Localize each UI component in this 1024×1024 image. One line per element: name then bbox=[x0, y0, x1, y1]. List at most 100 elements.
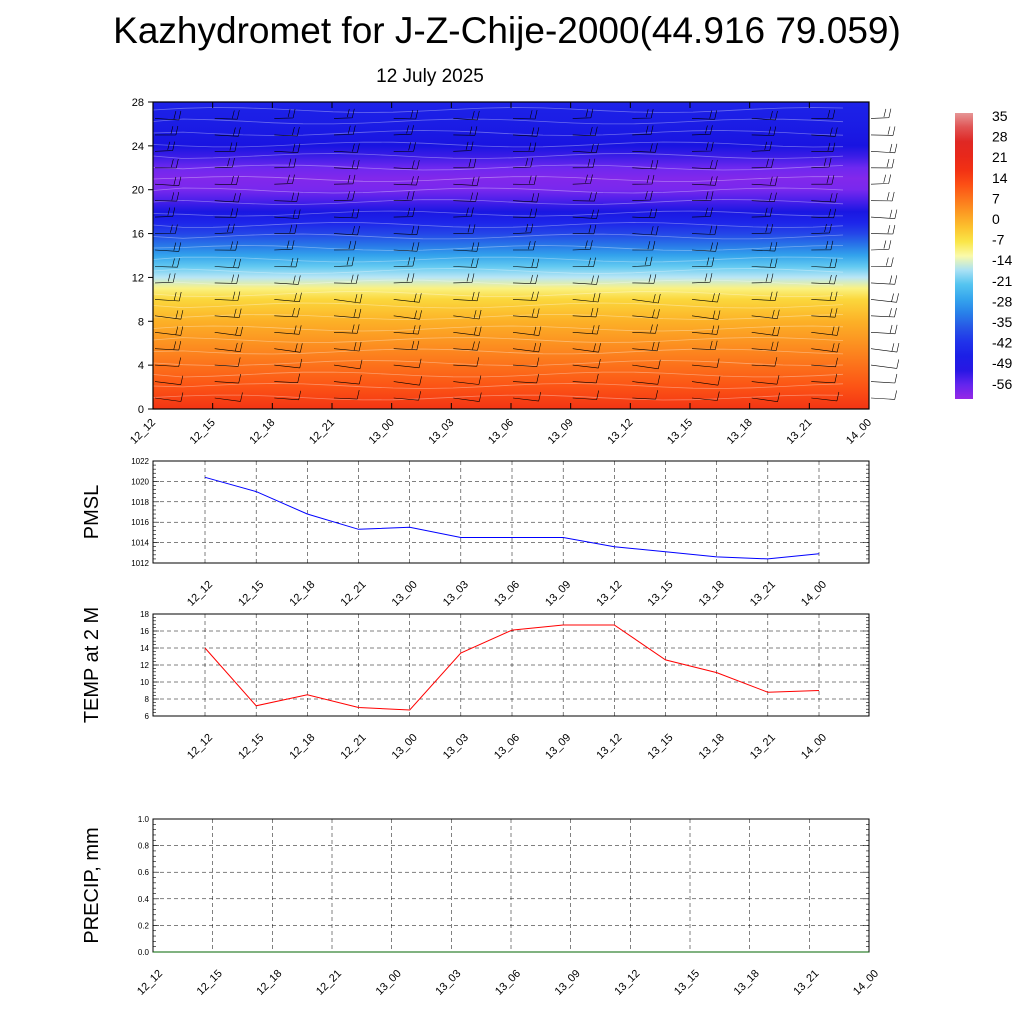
temperature-contour bbox=[152, 325, 844, 332]
wind-barb bbox=[751, 341, 779, 351]
x-tick-label: 14_00 bbox=[799, 579, 829, 609]
wind-barb bbox=[632, 159, 659, 170]
wind-barbs bbox=[154, 108, 900, 402]
wind-barb bbox=[274, 126, 300, 137]
colorbar-label: 21 bbox=[992, 149, 1008, 165]
wind-barb bbox=[811, 208, 836, 219]
wind-barb bbox=[870, 143, 898, 154]
x-tick-label: 13_21 bbox=[791, 968, 821, 998]
y-tick-label: 12 bbox=[132, 272, 144, 284]
wind-barb bbox=[572, 126, 598, 136]
wind-barb bbox=[870, 373, 898, 384]
series-line bbox=[204, 624, 820, 711]
wind-barb bbox=[632, 190, 653, 201]
wind-barb bbox=[453, 392, 482, 402]
x-tick-label: 14_00 bbox=[799, 732, 829, 762]
wind-barb bbox=[214, 357, 241, 367]
wind-barb bbox=[572, 224, 597, 235]
y-tick-label: 16 bbox=[132, 229, 144, 241]
y-tick-label: 4 bbox=[138, 360, 144, 372]
wind-barb bbox=[751, 326, 780, 337]
wind-barb bbox=[393, 242, 420, 252]
wind-barb bbox=[214, 175, 239, 185]
wind-barb bbox=[333, 390, 360, 400]
series-line bbox=[204, 476, 820, 560]
x-tick-label: 12_15 bbox=[236, 732, 266, 762]
wind-barb bbox=[393, 340, 420, 351]
wind-barb bbox=[333, 159, 360, 170]
wind-barb bbox=[572, 108, 594, 119]
wind-barb bbox=[632, 225, 659, 236]
wind-barb bbox=[333, 324, 360, 334]
wind-barb bbox=[751, 375, 780, 385]
x-tick-label: 13_18 bbox=[732, 968, 762, 998]
wind-barb bbox=[512, 175, 537, 185]
wind-barb bbox=[154, 141, 175, 152]
colorbar-label: 35 bbox=[992, 108, 1008, 124]
wind-barb bbox=[870, 224, 896, 235]
temperature-contour bbox=[152, 279, 844, 286]
x-tick-label: 12_15 bbox=[188, 417, 218, 447]
wind-barb bbox=[691, 141, 714, 152]
x-tick-label: 12_12 bbox=[128, 417, 158, 447]
wind-barb bbox=[572, 307, 599, 318]
wind-barb bbox=[274, 373, 300, 383]
wind-barb bbox=[870, 359, 900, 369]
temperature-contour bbox=[152, 360, 844, 366]
wind-barb bbox=[870, 275, 898, 285]
wind-barb bbox=[512, 208, 538, 218]
wind-barb bbox=[870, 390, 897, 400]
wind-barb bbox=[453, 375, 482, 385]
wind-barb bbox=[274, 108, 296, 119]
wind-barb bbox=[512, 357, 540, 367]
wind-barb bbox=[572, 257, 596, 267]
wind-barb bbox=[632, 108, 654, 119]
wind-barb bbox=[154, 224, 178, 234]
wind-barb bbox=[214, 258, 241, 269]
wind-barb bbox=[453, 291, 480, 302]
wind-barb bbox=[632, 240, 656, 251]
wind-barb bbox=[154, 242, 182, 252]
wind-barb bbox=[811, 258, 838, 268]
chart-date: 12 July 2025 bbox=[376, 66, 484, 87]
wind-barb bbox=[870, 158, 895, 169]
wind-barb bbox=[572, 275, 599, 285]
y-tick-label: 20 bbox=[132, 185, 144, 197]
wind-barb bbox=[572, 174, 593, 185]
x-tick-label: 12_18 bbox=[287, 579, 317, 609]
temperature-contour bbox=[152, 302, 844, 309]
y-tick-label: 16 bbox=[140, 627, 149, 636]
y-tick-label: 18 bbox=[140, 610, 149, 619]
wind-barb bbox=[393, 142, 416, 152]
wind-barb bbox=[453, 258, 479, 268]
wind-barb bbox=[214, 374, 241, 384]
wind-barb bbox=[154, 341, 182, 351]
wind-barb bbox=[811, 274, 837, 285]
x-tick-label: 13_06 bbox=[486, 417, 516, 447]
x-tick-label: 13_09 bbox=[546, 417, 576, 447]
wind-barb bbox=[154, 326, 184, 336]
y-tick-label: 1012 bbox=[131, 559, 149, 568]
wind-barb bbox=[811, 127, 838, 137]
x-tick-label: 12_18 bbox=[247, 417, 277, 447]
x-tick-label: 13_00 bbox=[390, 579, 420, 609]
wind-barb bbox=[632, 324, 658, 334]
colorbar: 35 28 21 14 7 0 -7 -14 -21 -28 -35 -42 -49 -56 bbox=[955, 108, 1012, 399]
wind-barb bbox=[632, 274, 657, 284]
x-tick-label: 13_21 bbox=[784, 417, 814, 447]
wind-barb bbox=[751, 141, 772, 152]
y-tick-label: 6 bbox=[145, 712, 150, 721]
wind-barb bbox=[333, 359, 363, 370]
y-tick-label: 1022 bbox=[131, 457, 149, 466]
x-tick-label: 13_12 bbox=[594, 732, 624, 762]
colorbar-label: 14 bbox=[992, 170, 1008, 186]
wind-barb bbox=[512, 326, 542, 336]
wind-barb bbox=[274, 174, 295, 185]
wind-barb bbox=[274, 292, 302, 302]
wind-barb bbox=[691, 191, 714, 201]
wind-barb bbox=[811, 142, 836, 152]
wind-barb bbox=[691, 225, 718, 235]
wind-barb bbox=[512, 193, 540, 203]
x-tick-label: 13_15 bbox=[665, 417, 695, 447]
temperature-contour bbox=[152, 153, 844, 159]
